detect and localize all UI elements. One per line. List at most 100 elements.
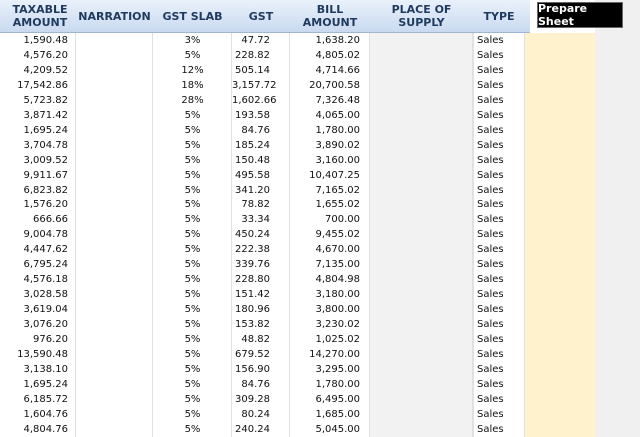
cell: Sales: [477, 334, 504, 345]
cell: 679.52: [235, 348, 270, 360]
cell: 240.24: [235, 423, 270, 435]
cell: 976.20: [33, 334, 68, 345]
cell: Sales: [477, 109, 504, 121]
cell: 78.82: [241, 199, 270, 211]
column-line: [232, 33, 290, 437]
column-bg: [370, 33, 474, 437]
cell: Sales: [477, 79, 504, 91]
cell: 4,714.66: [315, 64, 360, 76]
cell: Sales: [477, 49, 504, 61]
column-header: GST: [248, 9, 274, 23]
cell: Sales: [477, 408, 504, 420]
cell: 5%: [184, 124, 201, 136]
cell: 10,407.25: [309, 169, 360, 181]
cell: 4,804.76: [23, 423, 68, 435]
cell: Sales: [477, 378, 504, 390]
cell: 5%: [184, 259, 201, 271]
cell: Sales: [477, 124, 504, 136]
cell: 84.76: [241, 124, 270, 136]
cell: 193.58: [235, 109, 270, 121]
cell: 153.82: [235, 319, 270, 331]
cell: 1,576.20: [23, 199, 68, 211]
cell: 7,326.48: [315, 94, 360, 106]
cell: 1,025.02: [315, 334, 360, 345]
cell: 7,165.02: [315, 184, 360, 196]
cell: 228.80: [235, 274, 270, 286]
cell: Sales: [477, 289, 504, 301]
column-header: NARRATION: [78, 9, 151, 23]
cell: 3,138.10: [23, 363, 68, 375]
cell: 5%: [184, 184, 201, 196]
cell: 18%: [181, 79, 204, 91]
cell: 156.90: [235, 363, 270, 375]
cell: Sales: [477, 319, 504, 331]
cell: 5%: [184, 274, 201, 286]
cell: 3,890.02: [315, 139, 360, 151]
cell: 3,871.42: [23, 109, 68, 121]
cell: 5%: [184, 408, 201, 420]
cell: 6,823.82: [23, 184, 68, 196]
column-header: BILL AMOUNT: [302, 3, 358, 29]
cell: 3,160.00: [315, 154, 360, 166]
cell: 6,495.00: [315, 393, 360, 405]
cell: 1,695.24: [23, 378, 68, 390]
cell: 150.48: [235, 154, 270, 166]
cell: Sales: [477, 214, 504, 226]
cell: 33.34: [241, 214, 270, 226]
cell: 1,638.20: [315, 35, 360, 46]
cell: 6,185.72: [23, 393, 68, 405]
cell: 4,805.02: [315, 49, 360, 61]
prepare-sheet-button[interactable]: Prepare Sheet: [537, 2, 623, 28]
cell: 5%: [184, 319, 201, 331]
cell: 1,604.76: [23, 408, 68, 420]
cell: 5%: [184, 154, 201, 166]
cell: 3,230.02: [315, 319, 360, 331]
cell: 9,004.78: [23, 229, 68, 241]
cell: Sales: [477, 229, 504, 241]
cell: Sales: [477, 169, 504, 181]
cell: 9,455.02: [315, 229, 360, 241]
cell: Sales: [477, 274, 504, 286]
column-header: TYPE: [483, 9, 515, 23]
cell: 5%: [184, 304, 201, 316]
cell: Sales: [477, 94, 504, 106]
cell: 5%: [184, 334, 201, 345]
cell: Sales: [477, 35, 504, 46]
cell: 3,295.00: [315, 363, 360, 375]
cell: 3,009.52: [23, 154, 68, 166]
cell: 222.38: [235, 244, 270, 256]
cell: 3,076.20: [23, 319, 68, 331]
column-line: [473, 33, 525, 437]
cell: 1,590.48: [23, 35, 68, 46]
header-bar: [0, 0, 530, 33]
cell: 666.66: [33, 214, 68, 226]
cell: 5%: [184, 363, 201, 375]
cell: 450.24: [235, 229, 270, 241]
cell: 84.76: [241, 378, 270, 390]
cell: 4,804.98: [315, 274, 360, 286]
cell: 5%: [184, 348, 201, 360]
cell: 1,655.02: [315, 199, 360, 211]
cell: 1,780.00: [315, 124, 360, 136]
cell: 495.58: [235, 169, 270, 181]
cell: 4,576.18: [23, 274, 68, 286]
cell: 4,670.00: [315, 244, 360, 256]
cell: 80.24: [241, 408, 270, 420]
cell: 5%: [184, 393, 201, 405]
column-line: [370, 33, 473, 437]
cell: 7,135.00: [315, 259, 360, 271]
cell: 48.82: [241, 334, 270, 345]
cell: Sales: [477, 423, 504, 435]
cell: 5%: [184, 139, 201, 151]
cell: 5%: [184, 423, 201, 435]
cell: 3,028.58: [23, 289, 68, 301]
cell: 5%: [184, 109, 201, 121]
cell: Sales: [477, 393, 504, 405]
cell: 5%: [184, 199, 201, 211]
cell: 1,602.66: [232, 94, 277, 106]
cell: 6,795.24: [23, 259, 68, 271]
column-header: TAXABLE AMOUNT: [12, 3, 68, 29]
cell: 5%: [184, 169, 201, 181]
cell: 1,780.00: [315, 378, 360, 390]
